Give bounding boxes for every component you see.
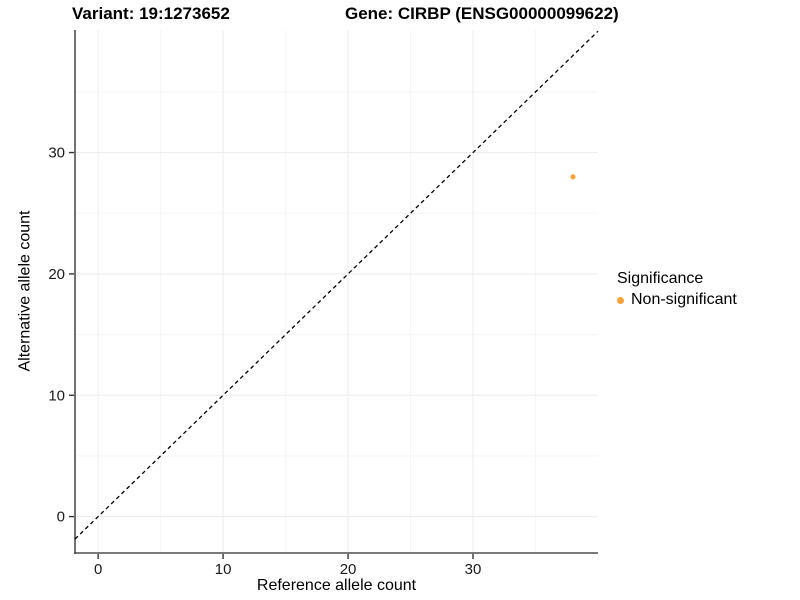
identity-line bbox=[74, 30, 599, 540]
x-axis-label: Reference allele count bbox=[256, 577, 417, 594]
x-tick-label: 10 bbox=[215, 561, 232, 578]
legend-title: Significance bbox=[617, 270, 704, 287]
gene-title: Gene: CIRBP (ENSG00000099622) bbox=[345, 4, 619, 23]
variant-title: Variant: 19:1273652 bbox=[72, 4, 230, 23]
y-tick-label: 20 bbox=[48, 266, 65, 283]
x-tick-label: 30 bbox=[465, 561, 482, 578]
legend-item: Non-significant bbox=[617, 291, 737, 309]
legend-point-swatch bbox=[617, 296, 624, 304]
legend-item-label: Non-significant bbox=[631, 291, 737, 308]
y-tick-label: 0 bbox=[57, 509, 65, 526]
legend: Significance Non-significant bbox=[617, 270, 737, 309]
y-tick-label: 30 bbox=[48, 145, 65, 162]
y-axis-label: Alternative allele count bbox=[16, 210, 34, 372]
x-tick-label: 0 bbox=[94, 561, 102, 578]
y-tick-label: 10 bbox=[48, 387, 65, 404]
data-point bbox=[570, 174, 576, 180]
x-tick-label: 20 bbox=[340, 561, 357, 578]
